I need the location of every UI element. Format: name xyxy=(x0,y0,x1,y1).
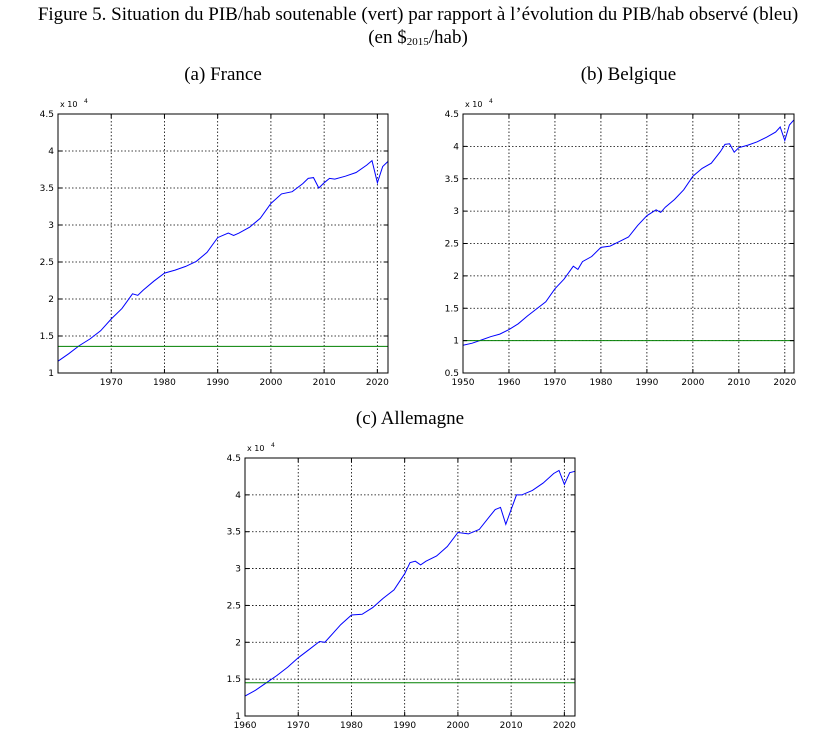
x-tick-label: 1980 xyxy=(153,378,176,388)
y-tick-label: 4.5 xyxy=(445,110,459,120)
x-tick-label: 2020 xyxy=(366,378,389,388)
figure-title-unit-subscript: 2015 xyxy=(406,36,429,48)
figure-title-line2: (en $2015/hab) xyxy=(0,27,836,53)
x-tick-label: 1970 xyxy=(287,721,310,731)
x-tick-label: 2020 xyxy=(773,378,796,388)
x-tick-label: 2000 xyxy=(446,721,469,731)
figure-title-line1: Figure 5. Situation du PIB/hab soutenabl… xyxy=(37,4,799,25)
x-tick-label: 1950 xyxy=(452,378,475,388)
x-tick-label: 2000 xyxy=(259,378,282,388)
y-tick-label: 1.5 xyxy=(40,332,54,342)
x-tick-label: 1990 xyxy=(206,378,229,388)
y-tick-label: 3 xyxy=(453,207,459,217)
y-tick-label: 1.5 xyxy=(227,675,241,685)
y-tick-label: 4 xyxy=(453,142,459,152)
plot-frame xyxy=(57,113,389,374)
x-tick-label: 2010 xyxy=(313,378,336,388)
x-tick-label: 1990 xyxy=(393,721,416,731)
panel-title-france: (a) France xyxy=(184,64,262,85)
y-tick-label: 3.5 xyxy=(227,528,241,538)
y-tick-label: 4.5 xyxy=(40,110,54,120)
y-tick-label: 2 xyxy=(235,638,241,648)
figure-title-unit-suffix: /hab) xyxy=(428,27,468,48)
y-tick-label: 1 xyxy=(235,712,241,722)
x-tick-label: 1970 xyxy=(100,378,123,388)
y-tick-label: 3 xyxy=(235,565,241,575)
plot-frame xyxy=(244,457,576,717)
y-tick-label: 4 xyxy=(235,491,241,501)
y-tick-label: 4.5 xyxy=(227,454,241,464)
y-tick-label: 3 xyxy=(48,221,54,231)
y-multiplier-exponent: 4 xyxy=(489,98,493,105)
y-multiplier-exponent: 4 xyxy=(84,98,88,105)
x-tick-label: 1990 xyxy=(635,378,658,388)
y-tick-label: 2.5 xyxy=(40,258,54,268)
x-tick-label: 2000 xyxy=(681,378,704,388)
y-tick-label: 2.5 xyxy=(227,601,241,611)
x-tick-label: 2010 xyxy=(500,721,523,731)
x-tick-label: 1980 xyxy=(340,721,363,731)
y-multiplier-exponent: 4 xyxy=(271,442,275,449)
y-tick-label: 1 xyxy=(48,369,54,379)
y-tick-label: 1 xyxy=(453,337,459,347)
y-tick-label: 0.5 xyxy=(445,369,459,379)
y-tick-label: 2 xyxy=(48,295,54,305)
series-observed-gdp xyxy=(57,159,389,362)
y-multiplier-label: x 10 xyxy=(60,100,77,109)
x-tick-label: 1960 xyxy=(234,721,257,731)
y-tick-label: 3.5 xyxy=(445,175,459,185)
y-multiplier-label: x 10 xyxy=(247,444,264,453)
series-observed-gdp xyxy=(244,469,576,697)
x-tick-label: 2020 xyxy=(553,721,576,731)
panel-title-allemagne: (c) Allemagne xyxy=(355,408,465,429)
y-tick-label: 4 xyxy=(48,147,54,157)
series-observed-gdp xyxy=(462,119,795,346)
figure-title-unit-prefix: (en $ xyxy=(368,27,407,48)
x-tick-label: 1970 xyxy=(543,378,566,388)
y-tick-label: 1.5 xyxy=(445,304,459,314)
y-tick-label: 2 xyxy=(453,272,459,282)
panel-title-belgique: (b) Belgique xyxy=(580,64,677,85)
y-multiplier-label: x 10 xyxy=(465,100,482,109)
x-tick-label: 1980 xyxy=(589,378,612,388)
x-tick-label: 2010 xyxy=(727,378,750,388)
x-tick-label: 1960 xyxy=(498,378,521,388)
y-tick-label: 3.5 xyxy=(40,184,54,194)
y-tick-label: 2.5 xyxy=(445,240,459,250)
